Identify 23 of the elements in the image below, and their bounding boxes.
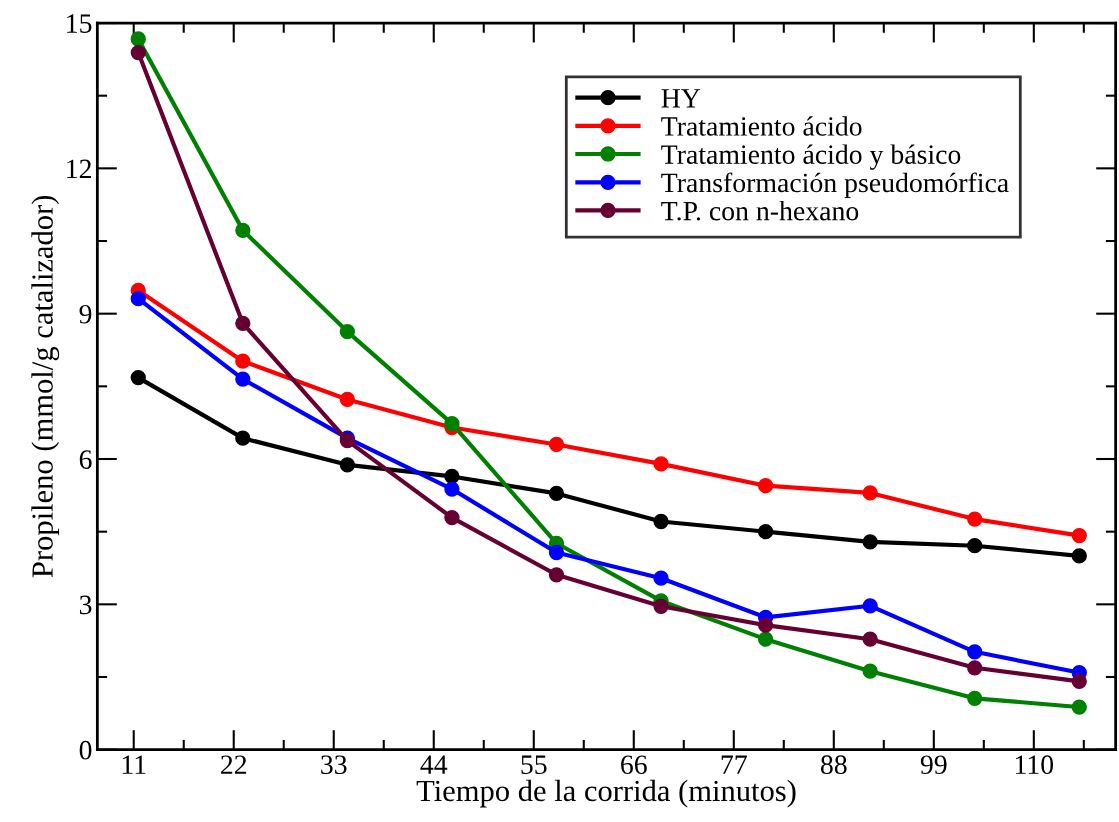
legend-label: Tratamiento ácido (661, 116, 862, 136)
y-tick-label: 0 (79, 740, 92, 760)
y-tick-label: 6 (79, 450, 92, 469)
y-tick-label: 3 (79, 595, 92, 615)
x-tick-label: 33 (321, 755, 347, 775)
y-tick-label: 9 (79, 304, 92, 324)
legend-label: HY (661, 89, 701, 108)
legend-label: T.P. con n-hexano (661, 200, 859, 221)
y-tick-label: 15 (67, 14, 92, 33)
x-tick-label: 22 (221, 755, 247, 774)
x-tick-label: 66 (621, 755, 647, 775)
x-tick-label: 99 (920, 755, 947, 775)
legend-label: Transformación pseudomórfica (661, 172, 1009, 198)
x-axis-title: Tiempo de la corrida (minutos) (416, 779, 796, 808)
x-tick-label: 110 (1015, 755, 1054, 775)
x-tick-label: 88 (820, 755, 847, 775)
x-tick-label: 77 (721, 755, 747, 774)
y-tick-label: 12 (67, 159, 91, 178)
x-tick-label: 44 (420, 755, 448, 774)
x-tick-label: 11 (122, 755, 146, 774)
legend-label: Tratamiento ácido y básico (661, 144, 961, 170)
y-axis-title: Propileno (mmol/g catalizador) (31, 195, 60, 578)
x-tick-label: 55 (521, 755, 547, 775)
